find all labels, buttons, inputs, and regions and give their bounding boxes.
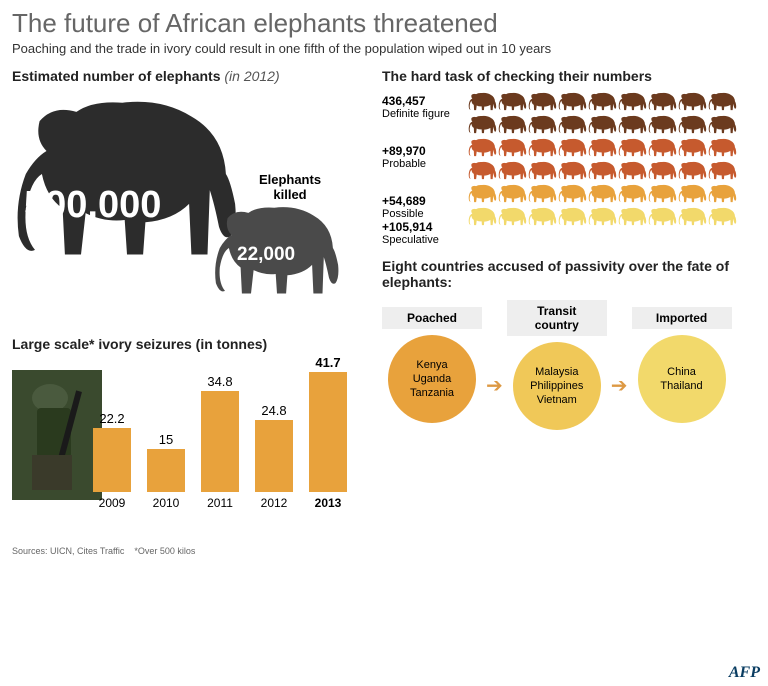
- elephant-icon: [588, 92, 617, 114]
- checking-grid: [468, 92, 752, 244]
- countries-title: Eight countries accused of passivity ove…: [382, 258, 752, 290]
- flow-col-2: Imported ChinaThailand: [632, 307, 732, 423]
- elephant-icon: [708, 138, 737, 160]
- elephant-icon: [708, 115, 737, 137]
- checking-label: +89,970Probable: [382, 144, 462, 192]
- elephant-icon: [588, 115, 617, 137]
- sources-text: Sources: UICN, Cites Traffic *Over 500 k…: [12, 546, 362, 556]
- elephant-icon: [528, 115, 557, 137]
- elephant-icon: [468, 184, 497, 206]
- elephant-icon: [588, 138, 617, 160]
- main-title: The future of African elephants threaten…: [12, 8, 756, 39]
- elephant-icon: [708, 161, 737, 183]
- elephant-icon: [588, 161, 617, 183]
- elephant-icon: [528, 92, 557, 114]
- elephant-icon: [618, 207, 647, 229]
- elephant-icon: [558, 138, 587, 160]
- elephant-icon: [648, 92, 677, 114]
- elephant-icon: [498, 138, 527, 160]
- bar-2009: 22.2 2009: [92, 411, 132, 510]
- seizures-bars: 22.2 2009 15 2010 34.8 2011 24.8 2012 41…: [92, 360, 362, 510]
- checking-label: +105,914Speculative: [382, 220, 462, 244]
- elephant-icon: [678, 161, 707, 183]
- elephant-icon: [558, 161, 587, 183]
- elephant-icon: [708, 92, 737, 114]
- estimate-title: Estimated number of elephants (in 2012): [12, 68, 362, 84]
- arrow-icon: ➔: [486, 373, 503, 398]
- elephant-icon: [648, 207, 677, 229]
- elephant-icon: [618, 92, 647, 114]
- elephant-icon: [468, 92, 497, 114]
- elephant-icon: [468, 207, 497, 229]
- elephant-icon: [468, 138, 497, 160]
- flow-col-0: Poached KenyaUgandaTanzania: [382, 307, 482, 423]
- checking-label: +54,689Possible: [382, 194, 462, 218]
- elephant-icon: [648, 161, 677, 183]
- elephant-icon: [558, 207, 587, 229]
- elephant-icon: [498, 161, 527, 183]
- afp-credit: AFP: [729, 664, 760, 682]
- elephant-icon: [648, 138, 677, 160]
- elephant-icon: [468, 115, 497, 137]
- elephant-comparison: 500,000 Elephants killed 22,000: [12, 92, 362, 322]
- elephant-icon: [678, 92, 707, 114]
- elephant-icon: [648, 115, 677, 137]
- elephant-icon: [588, 184, 617, 206]
- checking-title: The hard task of checking their numbers: [382, 68, 752, 84]
- killed-title: Elephants killed: [250, 172, 330, 202]
- elephant-icon: [588, 207, 617, 229]
- elephant-icon: [558, 184, 587, 206]
- elephant-icon: [528, 207, 557, 229]
- elephant-icon: [678, 184, 707, 206]
- elephant-icon: [618, 115, 647, 137]
- elephant-icon: [498, 92, 527, 114]
- elephant-icon: [708, 207, 737, 229]
- bar-2013: 41.7 2013: [308, 355, 348, 510]
- elephant-icon: [618, 138, 647, 160]
- country-flow: Poached KenyaUgandaTanzania ➔ Transit co…: [382, 300, 752, 430]
- elephant-icon: [498, 207, 527, 229]
- seizures-title: Large scale* ivory seizures (in tonnes): [12, 336, 362, 352]
- bar-2011: 34.8 2011: [200, 374, 240, 510]
- elephant-icon: [558, 92, 587, 114]
- bar-2012: 24.8 2012: [254, 403, 294, 510]
- elephant-icon: [498, 115, 527, 137]
- subtitle: Poaching and the trade in ivory could re…: [12, 41, 756, 56]
- elephant-icon: [528, 184, 557, 206]
- bar-2010: 15 2010: [146, 432, 186, 510]
- elephant-icon: [498, 184, 527, 206]
- elephant-icon: [708, 184, 737, 206]
- elephant-icon: [558, 115, 587, 137]
- checking-label: 436,457Definite figure: [382, 94, 462, 142]
- elephant-icon: [618, 161, 647, 183]
- arrow-icon: ➔: [611, 373, 628, 398]
- checking-labels: 436,457Definite figure+89,970Probable+54…: [382, 92, 462, 244]
- soldier-image: [12, 370, 102, 500]
- small-elephant-value: 22,000: [237, 244, 295, 266]
- flow-col-1: Transit country MalaysiaPhilippinesVietn…: [507, 300, 607, 430]
- elephant-icon: [678, 207, 707, 229]
- elephant-icon: [468, 161, 497, 183]
- elephant-icon: [678, 138, 707, 160]
- big-elephant-value: 500,000: [24, 184, 161, 227]
- elephant-icon: [528, 138, 557, 160]
- elephant-icon: [528, 161, 557, 183]
- elephant-icon: [648, 184, 677, 206]
- elephant-icon: [678, 115, 707, 137]
- elephant-icon: [618, 184, 647, 206]
